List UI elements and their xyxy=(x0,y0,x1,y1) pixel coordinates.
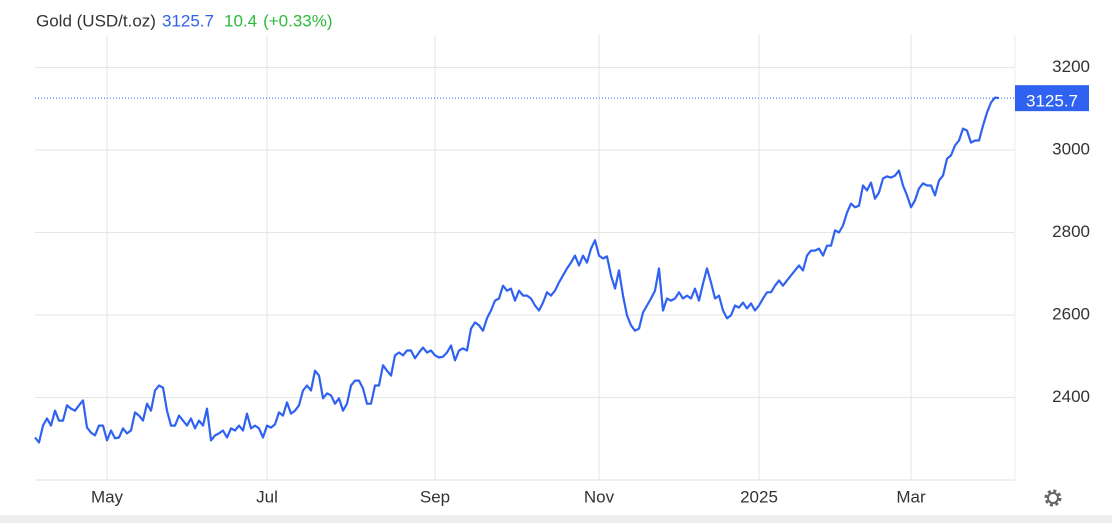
last-price-label: 3125.7 xyxy=(1026,92,1078,111)
x-tick-label: Nov xyxy=(584,487,615,506)
price-line xyxy=(34,96,1000,444)
x-tick-label: 2025 xyxy=(740,487,778,506)
price-change-percent: (+0.33%) xyxy=(263,11,332,30)
chart-title: Gold (USD/t.oz) xyxy=(36,11,156,30)
y-tick-label: 2800 xyxy=(1052,222,1090,241)
x-tick-label: Jul xyxy=(256,487,278,506)
scroll-bar xyxy=(0,515,1112,523)
y-tick-label: 2400 xyxy=(1052,387,1090,406)
y-tick-label: 3200 xyxy=(1052,57,1090,76)
last-price-box xyxy=(1015,85,1089,112)
y-tick-label: 3000 xyxy=(1052,139,1090,158)
x-tick-label: Sep xyxy=(420,487,450,506)
x-tick-label: Mar xyxy=(896,487,926,506)
price-change: 10.4 xyxy=(224,11,257,30)
settings-icon[interactable] xyxy=(1044,489,1062,507)
price: 3125.7 xyxy=(162,11,214,30)
y-tick-label: 2600 xyxy=(1052,304,1090,323)
x-tick-label: May xyxy=(91,487,124,506)
